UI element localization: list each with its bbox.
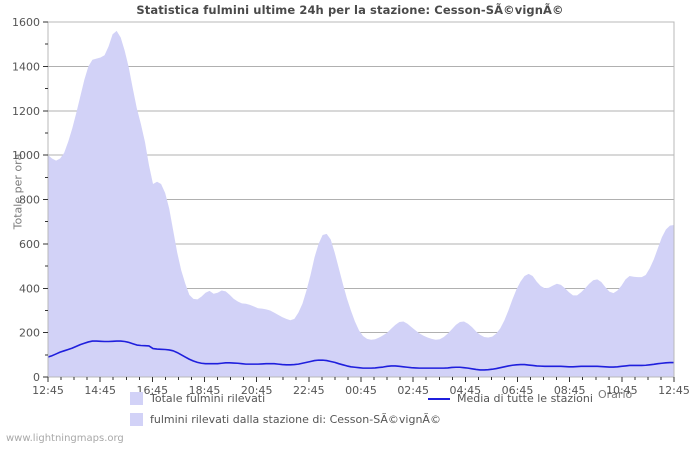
legend-item-station: fulmini rilevati dalla stazione di: Cess… (130, 413, 441, 426)
svg-text:1600: 1600 (12, 16, 40, 29)
legend-item-average: Media di tutte le stazioni (428, 392, 593, 405)
svg-text:800: 800 (19, 194, 40, 207)
svg-text:22:45: 22:45 (293, 384, 325, 397)
legend-label-total: Totale fulmini rilevati (150, 392, 266, 405)
svg-text:00:45: 00:45 (345, 384, 377, 397)
legend-swatch-area-icon (130, 392, 143, 405)
svg-text:10:45: 10:45 (606, 384, 638, 397)
area-series-total (48, 30, 674, 377)
svg-text:400: 400 (19, 282, 40, 295)
legend-swatch-station-icon (130, 413, 143, 426)
x-axis-ticks: 12:45 14:45 16:45 18:45 20:45 22:45 00:45 02:45… (32, 377, 690, 397)
svg-text:04:45: 04:45 (449, 384, 481, 397)
y-axis-ticks: 0 200 400 600 800 1000 1200 1400 1600 (12, 16, 48, 384)
svg-text:1000: 1000 (12, 149, 40, 162)
x-axis-label: Orario (598, 388, 633, 401)
chart-title: Statistica fulmini ultime 24h per la sta… (136, 3, 564, 17)
footer-watermark: www.lightningmaps.org (6, 433, 124, 444)
svg-text:20:45: 20:45 (241, 384, 273, 397)
svg-text:06:45: 06:45 (502, 384, 534, 397)
svg-text:12:45: 12:45 (32, 384, 64, 397)
svg-text:02:45: 02:45 (397, 384, 429, 397)
legend-label-station: fulmini rilevati dalla stazione di: Cess… (150, 413, 441, 426)
line-series-average (47, 340, 674, 371)
svg-text:0: 0 (33, 371, 40, 384)
svg-text:200: 200 (19, 327, 40, 340)
legend-item-total: Totale fulmini rilevati (130, 392, 265, 405)
legend-swatch-line-icon (428, 397, 450, 400)
svg-text:1200: 1200 (12, 105, 40, 118)
svg-text:600: 600 (19, 238, 40, 251)
svg-text:1400: 1400 (12, 60, 40, 73)
svg-text:14:45: 14:45 (84, 384, 116, 397)
legend-label-average: Media di tutte le stazioni (457, 392, 593, 405)
svg-text:16:45: 16:45 (136, 384, 168, 397)
svg-text:12:45: 12:45 (658, 384, 690, 397)
svg-text:08:45: 08:45 (554, 384, 586, 397)
svg-text:18:45: 18:45 (189, 384, 221, 397)
